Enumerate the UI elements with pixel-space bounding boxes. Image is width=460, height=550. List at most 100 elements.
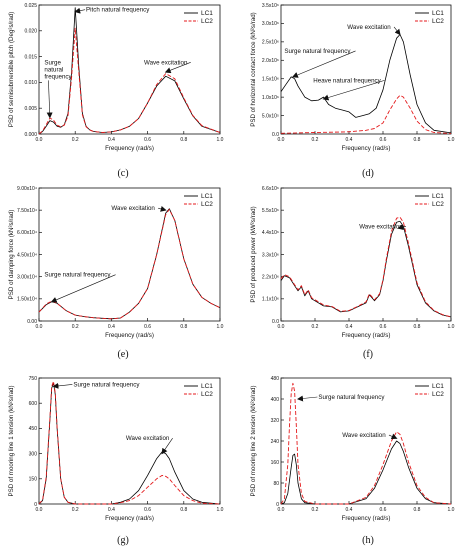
x-tick-label: 1.0 [217,324,224,330]
annotation-arrow [158,205,167,212]
y-tick-label: 0 [34,502,37,508]
chart-panel-5: 0.0 0.2 0.4 0.6 0.8 1.0 0 150 300 450 600 750 Freque… [8,376,224,546]
x-tick-label: 0.0 [278,507,285,513]
y-tick-label: 9.00x10⁴ [17,186,37,192]
annotation-arrow [52,382,73,389]
x-tick-label: 0.4 [346,137,353,143]
y-tick-label: 5.0x10⁵ [262,113,279,119]
annotation-arrow [297,395,318,402]
x-tick-label: 0.8 [180,137,187,143]
series-line-lc1 [280,220,452,318]
y-tick-label: 4.4x10⁶ [262,230,279,236]
x-tick-label: 1.0 [217,137,224,143]
y-tick-label: 0.010 [24,80,37,86]
series-line-lc2 [38,380,221,505]
x-tick-label: 0.2 [72,137,79,143]
legend-label-lc2: LC2 [432,391,444,398]
y-tick-label: 6.00x10⁴ [17,230,37,236]
y-tick-label: 80 [273,481,279,487]
y-axis-label: PSD of horizontal contact force (kN²s/ra… [250,12,257,127]
annotation-label: Wave excitation [359,223,403,230]
x-tick-label: 0.0 [278,137,285,143]
y-tick-label: 0.00 [27,319,37,325]
chart-panel-1: 0.0 0.2 0.4 0.6 0.8 1.0 0.000 0.005 0.010 0.015 0.… [8,3,224,179]
series-line-lc2 [280,216,452,318]
x-tick-label: 0.2 [312,137,319,143]
x-tick-label: 0.2 [312,324,319,330]
x-tick-label: 0.0 [36,137,43,143]
series-line-lc2 [280,94,452,135]
series-line-lc1 [38,382,221,505]
panel-caption: (f) [363,349,373,360]
y-tick-label: 240 [271,439,280,445]
annotation-arrow [161,437,173,455]
x-tick-label: 0.0 [36,507,43,513]
y-tick-label: 0.0 [272,319,279,325]
x-tick-label: 0.8 [180,324,187,330]
series-line-lc2 [38,27,221,135]
y-tick-label: 160 [271,460,280,466]
x-tick-label: 0.0 [278,324,285,330]
legend-label-lc2: LC2 [201,18,213,25]
x-tick-label: 0.0 [36,324,43,330]
y-tick-label: 400 [271,397,280,403]
x-axis-label: Frequency (rad/s) [342,145,391,152]
y-axis-label: PSD of produced power (kW²s/rad) [250,206,257,302]
panel-caption: (g) [117,535,129,546]
x-tick-label: 0.4 [108,507,115,513]
plot-frame [280,4,452,135]
x-tick-label: 0.2 [312,507,319,513]
y-axis-label: PSD of mooring line 2 tension (kN²s/rad) [250,385,257,496]
panel-caption: (h) [362,535,374,546]
y-tick-label: 0.0 [272,132,279,138]
annotation-label: Surge natural frequency [284,48,351,55]
y-tick-label: 2.5x10⁶ [262,40,279,46]
x-tick-label: 0.6 [380,507,387,513]
legend-label-lc1: LC1 [432,10,444,17]
y-axis-label: PSD of mooring line 1 tension (kN²s/rad) [8,385,15,496]
x-axis-label: Frequency (rad/s) [342,515,391,522]
annotation-arrow [50,274,116,303]
x-tick-label: 1.0 [448,507,455,513]
y-tick-label: 320 [271,418,280,424]
legend-label-lc1: LC1 [432,193,444,200]
annotation-arrow [393,26,401,36]
x-tick-label: 0.6 [144,137,151,143]
legend-label-lc2: LC2 [201,201,213,208]
legend-label-lc1: LC1 [201,10,213,17]
plot-frame [38,4,221,135]
x-tick-label: 0.6 [144,507,151,513]
annotation-label: Wave excitation [342,432,386,439]
annotation-label: Wave excitation [144,59,188,66]
annotation-arrow [397,224,407,230]
x-tick-label: 0.4 [346,507,353,513]
annotation-label: Surge natural frequency [44,59,72,80]
y-tick-label: 450 [29,426,38,432]
x-tick-label: 0.2 [72,324,79,330]
plot-frame [38,377,221,505]
legend-label-lc2: LC2 [432,201,444,208]
y-tick-label: 4.50x10⁴ [17,252,37,258]
annotation-arrow [46,80,53,119]
panel-caption: (c) [117,168,128,179]
legend-label-lc1: LC1 [201,383,213,390]
annotation-label: Heave natural frequency [313,77,381,84]
y-tick-label: 2.2x10⁶ [262,274,279,280]
legend-label-lc1: LC1 [432,383,444,390]
x-tick-label: 0.8 [414,507,421,513]
y-tick-label: 0.020 [24,29,37,35]
chart-panel-4: 0.0 0.2 0.4 0.6 0.8 1.0 0.0 1.1x10⁶ 2.2x10⁶ 3.3x1… [250,186,455,360]
y-tick-label: 5.5x10⁶ [262,208,279,214]
y-tick-label: 0.000 [24,132,37,138]
series-line-lc1 [280,34,452,134]
y-tick-label: 2.0x10⁶ [262,58,279,64]
annotation-label: Wave excitation [111,205,155,212]
annotation-arrow [388,433,398,440]
series-line-lc2 [38,208,221,320]
annotation-label: Surge natural frequency [318,394,385,401]
y-tick-label: 0.025 [24,3,37,9]
chart-panel-6: 0.0 0.2 0.4 0.6 0.8 1.0 0 80 160 240 320 400 480 Freq… [250,376,455,546]
x-tick-label: 1.0 [448,324,455,330]
x-tick-label: 0.4 [108,137,115,143]
y-tick-label: 0 [276,502,279,508]
